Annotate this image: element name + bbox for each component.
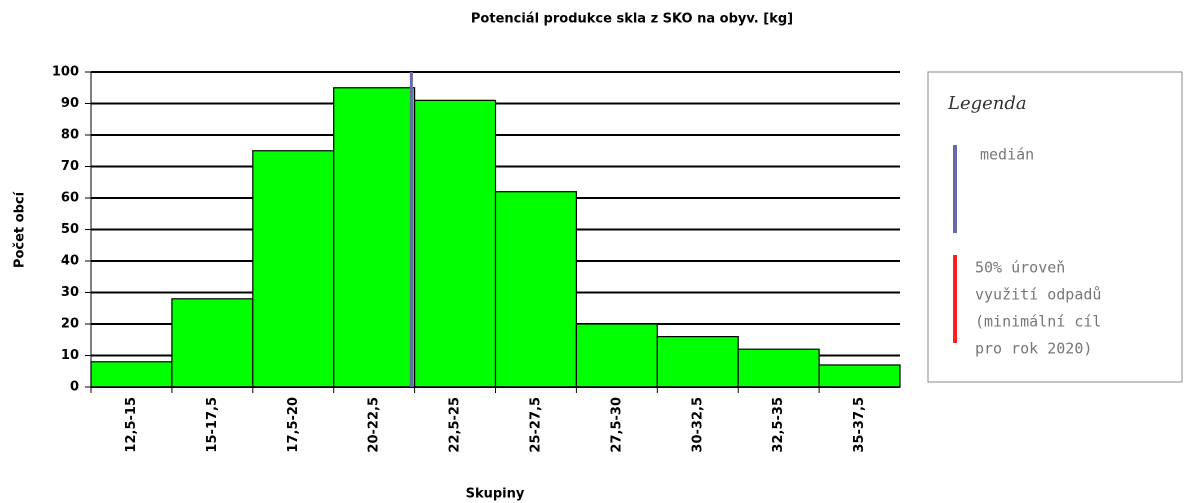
legend-label: medián — [980, 146, 1034, 164]
y-tick-label: 20 — [61, 317, 79, 332]
x-tick-label: 22,5-25 — [448, 397, 463, 453]
bar — [737, 348, 820, 388]
bar — [252, 150, 335, 388]
x-tick-label: 25-27,5 — [528, 397, 543, 453]
x-tick-label: 12,5-15 — [124, 397, 139, 453]
x-tick-label: 35-37,5 — [852, 397, 867, 453]
y-tick-label: 30 — [61, 285, 79, 300]
y-axis-label: Počet obcí — [13, 190, 28, 268]
bar — [494, 191, 578, 388]
y-tick-label: 0 — [70, 380, 79, 395]
y-tick-label: 40 — [61, 254, 79, 269]
legend-title: Legenda — [947, 93, 1027, 114]
y-tick-label: 10 — [61, 348, 79, 363]
bar — [171, 298, 254, 388]
chart-title: Potenciál produkce skla z SKO na obyv. [… — [471, 12, 793, 27]
x-tick-label: 15-17,5 — [205, 397, 220, 453]
y-tick-label: 70 — [61, 159, 79, 174]
bar — [818, 364, 901, 388]
x-axis-label: Skupiny — [466, 487, 525, 502]
bar — [414, 99, 497, 388]
bar — [90, 361, 173, 388]
x-tick-label: 32,5-35 — [771, 397, 786, 453]
x-tick-label: 17,5-20 — [286, 397, 301, 453]
legend-label: využití odpadů — [975, 286, 1101, 304]
legend-label: pro rok 2020) — [975, 340, 1092, 358]
x-tick-label: 30-32,5 — [690, 397, 705, 453]
y-tick-label: 60 — [61, 191, 79, 206]
bar — [333, 87, 416, 388]
x-tick-label: 20-22,5 — [367, 397, 382, 453]
legend-label: 50% úroveň — [975, 259, 1065, 277]
y-tick-label: 50 — [61, 222, 79, 237]
legend-box — [927, 71, 1183, 383]
bar — [656, 336, 739, 388]
y-tick-label: 80 — [61, 128, 79, 143]
legend-label: (minimální cíl — [975, 313, 1101, 331]
y-tick-label: 90 — [61, 96, 79, 111]
bar — [575, 323, 658, 388]
y-tick-label: 100 — [52, 65, 79, 80]
x-tick-label: 27,5-30 — [609, 397, 624, 453]
